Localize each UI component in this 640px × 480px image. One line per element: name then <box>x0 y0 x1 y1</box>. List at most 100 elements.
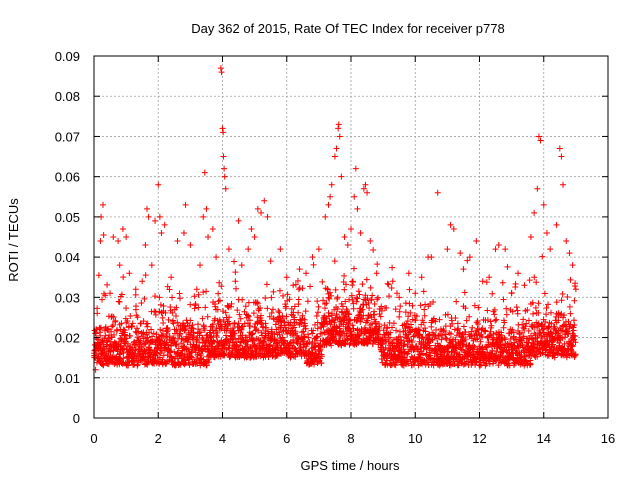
data-point <box>515 270 522 277</box>
data-point <box>220 129 227 136</box>
data-point <box>473 238 480 245</box>
data-point <box>419 334 426 341</box>
data-point <box>173 341 180 348</box>
data-point <box>258 317 265 324</box>
data-point <box>132 303 139 310</box>
data-point <box>118 320 125 327</box>
y-tick-label: 0.07 <box>55 129 80 144</box>
data-point <box>421 312 428 319</box>
data-point <box>463 317 470 324</box>
data-point <box>349 322 356 329</box>
data-point <box>569 343 576 350</box>
data-point <box>264 213 271 220</box>
data-point <box>177 295 184 302</box>
data-point <box>268 294 275 301</box>
data-point <box>530 310 537 317</box>
data-point <box>385 281 392 288</box>
data-point <box>440 326 447 333</box>
data-point <box>231 330 238 337</box>
data-point <box>410 333 417 340</box>
data-point <box>293 319 300 326</box>
data-point <box>464 257 471 264</box>
data-point <box>221 173 228 180</box>
data-point <box>244 341 251 348</box>
data-point <box>295 296 302 303</box>
data-point <box>430 362 437 369</box>
data-point <box>356 291 363 298</box>
data-point <box>247 323 254 330</box>
data-point <box>398 337 405 344</box>
data-point <box>280 292 287 299</box>
data-point <box>514 310 521 317</box>
data-point <box>436 342 443 349</box>
data-point <box>427 300 434 307</box>
data-point <box>390 320 397 327</box>
data-point <box>118 291 125 298</box>
data-point <box>201 327 208 334</box>
data-point <box>267 258 274 265</box>
data-point <box>208 334 215 341</box>
data-point <box>447 221 454 228</box>
data-point <box>426 332 433 339</box>
data-point <box>216 279 223 286</box>
data-point <box>230 324 237 331</box>
data-point <box>551 323 558 330</box>
data-point <box>292 281 299 288</box>
data-point <box>571 322 578 329</box>
data-point <box>148 262 155 269</box>
data-point <box>400 346 407 353</box>
data-point <box>314 325 321 332</box>
data-point <box>527 361 534 368</box>
data-point <box>230 328 237 335</box>
data-point <box>212 303 219 310</box>
data-point <box>484 307 491 314</box>
data-point <box>282 303 289 310</box>
data-point <box>158 332 165 339</box>
data-point <box>292 328 299 335</box>
data-point <box>328 181 335 188</box>
data-point <box>248 225 255 232</box>
data-point <box>357 229 364 236</box>
data-point <box>503 311 510 318</box>
data-point <box>377 313 384 320</box>
data-point <box>150 330 157 337</box>
data-point <box>406 286 413 293</box>
data-point <box>381 349 388 356</box>
data-point <box>213 333 220 340</box>
data-point <box>324 286 331 293</box>
data-point <box>171 338 178 345</box>
x-tick-label: 4 <box>219 431 226 446</box>
data-point <box>319 278 326 285</box>
data-point <box>332 286 339 293</box>
data-point <box>503 305 510 312</box>
data-point <box>152 293 159 300</box>
data-point <box>125 340 132 347</box>
data-point <box>288 305 295 312</box>
data-point <box>350 325 357 332</box>
data-point <box>249 330 256 337</box>
data-point <box>135 333 142 340</box>
data-point <box>245 246 252 253</box>
data-point <box>120 274 127 281</box>
data-point <box>359 306 366 313</box>
data-point <box>227 303 234 310</box>
y-axis-label: ROTI / TECUs <box>6 198 21 282</box>
data-point <box>159 314 166 321</box>
data-point <box>442 331 449 338</box>
data-point <box>521 282 528 289</box>
data-point <box>218 323 225 330</box>
data-point <box>476 345 483 352</box>
data-point <box>277 246 284 253</box>
data-point <box>310 261 317 268</box>
data-point <box>133 325 140 332</box>
data-point <box>152 217 159 224</box>
data-point <box>257 305 264 312</box>
data-point <box>186 331 193 338</box>
data-point <box>392 362 399 369</box>
data-point <box>276 313 283 320</box>
data-point <box>214 329 221 336</box>
data-point <box>384 280 391 287</box>
data-point <box>246 317 253 324</box>
data-point <box>325 201 332 208</box>
y-tick-label: 0.09 <box>55 49 80 64</box>
